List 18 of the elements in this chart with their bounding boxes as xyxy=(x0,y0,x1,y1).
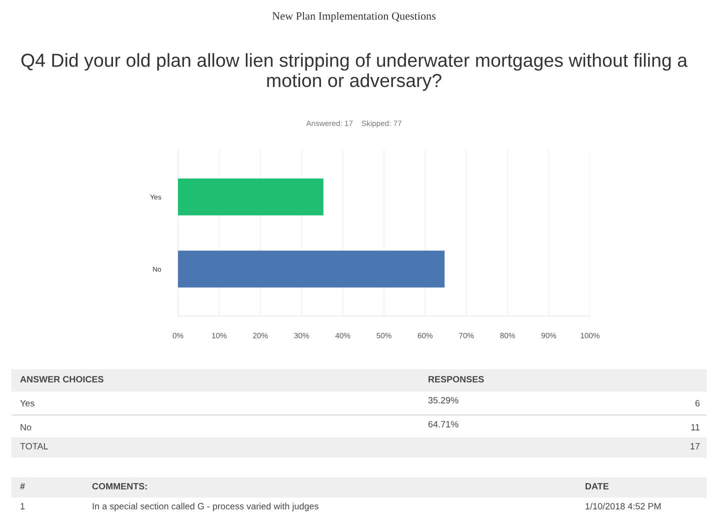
chart-title: Q4 Did your old plan allow lien stripping of underwater mortgages without filing a motion or adversary? xyxy=(21,53,688,91)
text: 11 xyxy=(691,424,700,430)
category-label: Yes xyxy=(20,400,34,406)
category-label: No xyxy=(20,424,32,430)
text: 6 xyxy=(695,400,700,406)
text: RESPONSES xyxy=(428,376,484,382)
text: 64.71% xyxy=(428,421,458,428)
text: In a special section called G - process varied with judges xyxy=(92,502,318,512)
text: TOTAL xyxy=(20,443,48,450)
chart-subtitle: New Plan Implementation Questions xyxy=(272,12,436,22)
text: 1/10/2018 4:52 PM xyxy=(586,502,661,510)
text: # xyxy=(20,483,25,490)
text: ANSWER CHOICES xyxy=(20,376,104,382)
text: 35.29% xyxy=(428,397,458,404)
text: 1 xyxy=(20,503,25,510)
text: DATE xyxy=(586,483,609,490)
text: 17 xyxy=(690,443,700,450)
text: COMMENTS: xyxy=(92,483,147,490)
